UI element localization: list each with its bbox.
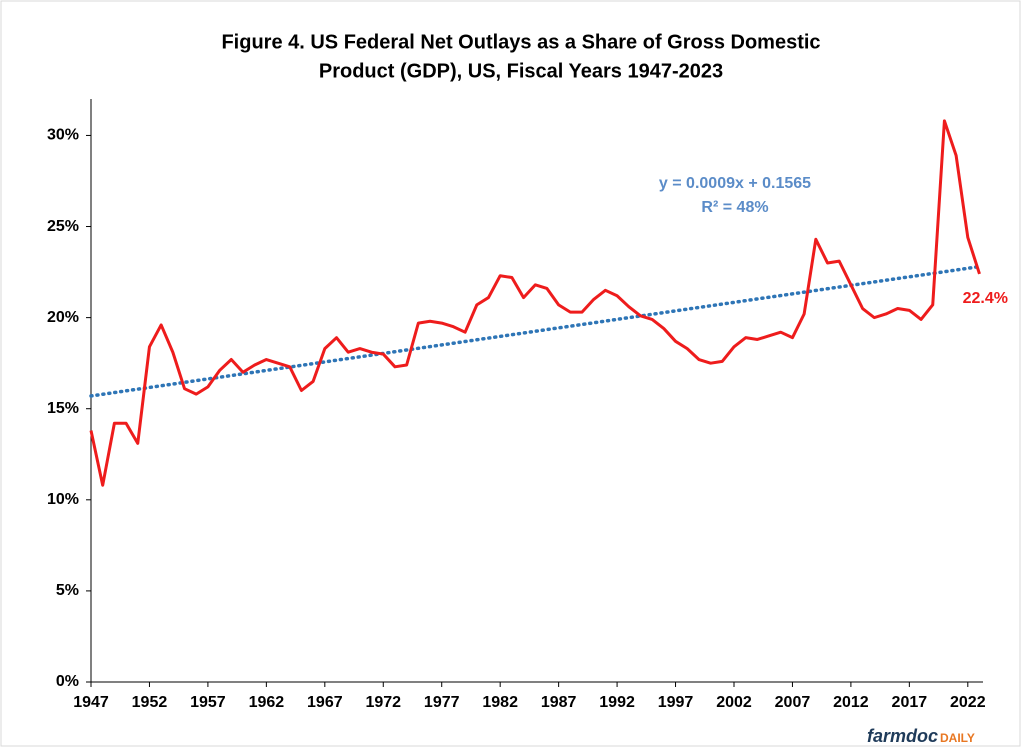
x-tick-label: 1952: [132, 694, 168, 711]
chart-title: Product (GDP), US, Fiscal Years 1947-202…: [319, 60, 723, 82]
y-tick-label: 30%: [47, 127, 79, 144]
x-tick-label: 2007: [775, 694, 811, 711]
x-tick-label: 1992: [599, 694, 635, 711]
x-tick-label: 2002: [716, 694, 752, 711]
y-tick-label: 15%: [47, 400, 79, 417]
x-tick-label: 2017: [892, 694, 928, 711]
logo: DAILY: [940, 731, 975, 745]
trend-r2: R² = 48%: [701, 199, 768, 216]
x-tick-label: 2012: [833, 694, 869, 711]
x-tick-label: 1987: [541, 694, 577, 711]
x-tick-label: 2022: [950, 694, 986, 711]
trend-equation: y = 0.0009x + 0.1565: [659, 175, 811, 192]
y-tick-label: 10%: [47, 491, 79, 508]
x-tick-label: 1977: [424, 694, 460, 711]
x-tick-label: 1957: [190, 694, 226, 711]
x-tick-label: 1997: [658, 694, 694, 711]
x-tick-label: 1967: [307, 694, 343, 711]
y-tick-label: 25%: [47, 218, 79, 235]
y-tick-label: 20%: [47, 309, 79, 326]
logo: farmdoc: [867, 726, 938, 746]
y-tick-label: 0%: [56, 673, 79, 690]
data-line: [89, 119, 981, 487]
x-tick-label: 1962: [249, 694, 285, 711]
x-tick-label: 1972: [365, 694, 401, 711]
x-tick-label: 1982: [482, 694, 518, 711]
x-tick-label: 1947: [73, 694, 109, 711]
last-value-label: 22.4%: [963, 290, 1008, 307]
chart-title: Figure 4. US Federal Net Outlays as a Sh…: [221, 31, 820, 53]
y-tick-label: 5%: [56, 582, 79, 599]
trendline: [89, 264, 982, 398]
